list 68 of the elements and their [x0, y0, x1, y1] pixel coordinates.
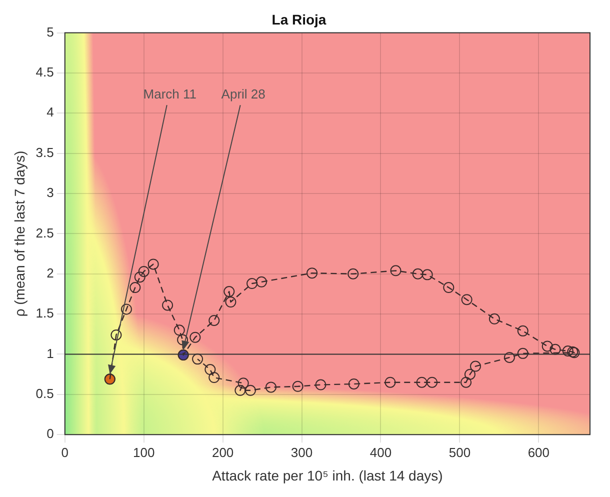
point: [348, 378, 360, 390]
point: [470, 360, 481, 372]
point: [162, 300, 174, 311]
point: [562, 346, 574, 357]
point: [306, 268, 318, 279]
point: [348, 268, 359, 280]
annotation: April 28: [221, 86, 266, 102]
point: [461, 294, 472, 306]
point: [224, 286, 235, 298]
point: [517, 325, 528, 336]
point: [517, 348, 528, 359]
point: [225, 296, 236, 308]
point: [190, 332, 201, 343]
x-tick-label: 600: [528, 444, 550, 460]
point: [422, 269, 433, 280]
point: [390, 265, 402, 276]
point: [238, 378, 249, 389]
point: [443, 282, 454, 294]
y-tick-label: 0: [46, 426, 54, 442]
point: [292, 380, 304, 392]
x-tick-label: 400: [370, 444, 392, 460]
point: [265, 382, 276, 393]
y-tick-label: 4: [46, 104, 54, 120]
y-tick-label: 1.5: [36, 306, 54, 321]
x-axis-title: Attack rate per 10⁵ inh. (last 14 days): [212, 467, 443, 484]
point: [384, 376, 396, 388]
point: [550, 344, 561, 355]
point: [542, 340, 553, 352]
x-tick-label: 0: [61, 444, 68, 460]
x-tick-label: 300: [290, 444, 313, 460]
point: [110, 329, 122, 340]
point: [315, 379, 326, 390]
point: [488, 313, 500, 324]
point: [138, 266, 150, 277]
point: [246, 278, 258, 290]
point: [244, 384, 256, 396]
point: [460, 376, 472, 388]
point: [208, 372, 220, 384]
y-tick-label: 1: [46, 346, 54, 361]
point: [504, 352, 515, 363]
point: [204, 364, 216, 376]
y-tick-label: 2.5: [36, 225, 54, 240]
point: [426, 376, 438, 388]
annotation: March 11: [143, 86, 196, 102]
point: [177, 334, 188, 346]
y-tick-label: 5: [46, 24, 54, 40]
point: [464, 368, 476, 380]
point: [416, 376, 428, 388]
point: [120, 304, 132, 315]
point: [174, 324, 185, 336]
y-tick-label: 4.5: [36, 64, 54, 80]
point: [412, 268, 424, 280]
point: [148, 258, 159, 270]
y-tick-label: 3.5: [36, 144, 54, 160]
point: [234, 384, 246, 396]
y-tick-label: 3: [46, 185, 54, 200]
point: [130, 282, 141, 294]
x-tick-label: 100: [132, 444, 155, 460]
point: [208, 314, 220, 326]
y-axis-title: ρ (mean of the last 7 days): [11, 150, 28, 317]
x-tick-label: 500: [448, 444, 471, 460]
point: [192, 354, 204, 365]
point: [134, 272, 146, 283]
chart-title: La Rioja: [272, 11, 326, 28]
y-tick-label: 0.5: [36, 386, 54, 401]
x-tick-label: 200: [212, 444, 234, 460]
point: [256, 276, 267, 288]
y-tick-label: 2: [46, 265, 54, 280]
